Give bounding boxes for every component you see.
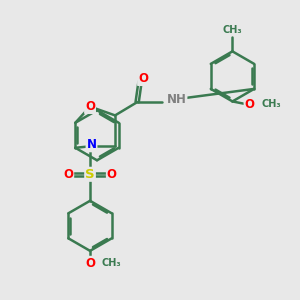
Text: NH: NH: [167, 93, 187, 106]
Text: O: O: [85, 257, 95, 270]
Text: O: O: [107, 168, 117, 181]
Text: O: O: [244, 98, 254, 111]
Text: S: S: [85, 168, 95, 181]
Text: O: O: [138, 72, 148, 85]
Text: N: N: [86, 138, 97, 151]
Text: O: O: [63, 168, 73, 181]
Text: CH₃: CH₃: [262, 99, 281, 110]
Text: CH₃: CH₃: [223, 25, 242, 35]
Text: CH₃: CH₃: [101, 258, 121, 268]
Text: O: O: [85, 100, 95, 113]
